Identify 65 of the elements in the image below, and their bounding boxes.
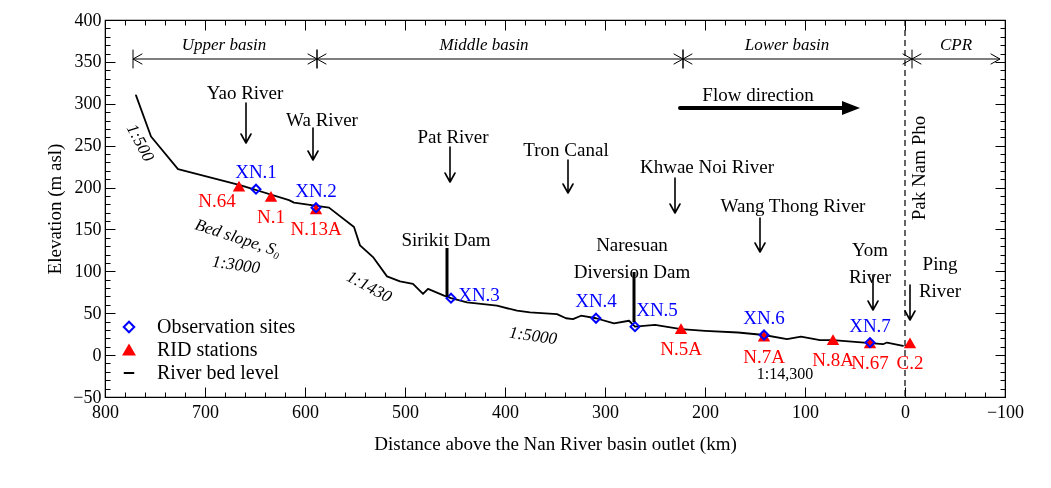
annotation: Upper basin — [181, 35, 267, 54]
annotation: 1:500 — [122, 120, 159, 166]
y-tick-label: 0 — [92, 344, 102, 365]
x-tick-label: 500 — [392, 401, 419, 422]
y-tick-label: 100 — [74, 260, 102, 281]
y-tick-label: 250 — [74, 135, 102, 156]
annotation: Pat River — [417, 126, 490, 147]
legend-label: River bed level — [157, 361, 280, 383]
point — [250, 183, 262, 195]
annotation: CPR — [939, 35, 973, 54]
x-tick-label: −100 — [986, 401, 1025, 422]
data-label: XN.2 — [295, 179, 337, 201]
annotation: Khwae Noi River — [639, 156, 775, 177]
annotation: Sirikit Dam — [401, 229, 491, 250]
data-label: N.13A — [290, 218, 342, 240]
annotation: Middle basin — [438, 35, 529, 54]
data-label: C.2 — [896, 352, 924, 374]
point — [265, 191, 277, 202]
data-label: XN.6 — [743, 307, 785, 328]
data-label: N.5A — [660, 338, 703, 360]
data-label: XN.5 — [636, 298, 678, 320]
ref-line-label: Pak Nam Pho — [908, 115, 929, 221]
annotation: Yom River — [848, 239, 892, 287]
annotation: Wa River — [286, 109, 359, 130]
y-tick-label: 150 — [74, 218, 102, 239]
annotation: Tron Canal — [523, 139, 609, 160]
point — [904, 338, 916, 349]
annotation: 1:5000 — [507, 322, 559, 349]
x-tick-label: 100 — [792, 401, 819, 422]
legend-label: RID stations — [157, 338, 258, 360]
x-tick-label: 0 — [901, 401, 910, 422]
data-label: XN.1 — [235, 161, 277, 183]
annotation: Wang Thong River — [720, 195, 867, 216]
x-tick-label: 400 — [492, 401, 519, 422]
y-tick-label: 350 — [74, 51, 102, 72]
annotation: Yao River — [206, 82, 285, 103]
annotation: Ping River — [918, 253, 962, 301]
y-tick-label: 200 — [74, 177, 102, 198]
point — [590, 312, 602, 324]
data-label: XN.3 — [458, 284, 500, 306]
x-tick-label: 300 — [592, 401, 619, 422]
annotation: Lower basin — [743, 35, 830, 54]
data-label: N.64 — [198, 189, 237, 211]
legend-label: Observation sites — [157, 315, 296, 337]
data-label: XN.7 — [849, 314, 891, 336]
y-tick-label: 300 — [74, 93, 102, 114]
y-tick-label: 50 — [83, 302, 102, 323]
data-label: N.7A — [743, 345, 786, 367]
point — [675, 324, 687, 335]
point — [445, 292, 457, 304]
annotation: 1:14,300 — [756, 365, 814, 382]
point — [233, 181, 245, 192]
x-tick-label: 200 — [692, 401, 719, 422]
x-tick-label: 700 — [192, 401, 219, 422]
x-axis-title: Distance above the Nan River basin outlet (km) — [374, 432, 737, 455]
y-tick-label: 400 — [74, 9, 102, 30]
annotation: Flow direction — [702, 84, 815, 105]
data-label: N.1 — [257, 205, 285, 227]
point — [629, 321, 641, 333]
point — [827, 335, 839, 345]
y-axis-title: Elevation (m asl) — [44, 143, 67, 275]
annotation: 1:3000 — [210, 251, 262, 278]
data-label: XN.4 — [575, 290, 618, 312]
x-tick-label: 600 — [292, 401, 319, 422]
annotation: Naresuan Diversion Dam — [573, 234, 691, 282]
